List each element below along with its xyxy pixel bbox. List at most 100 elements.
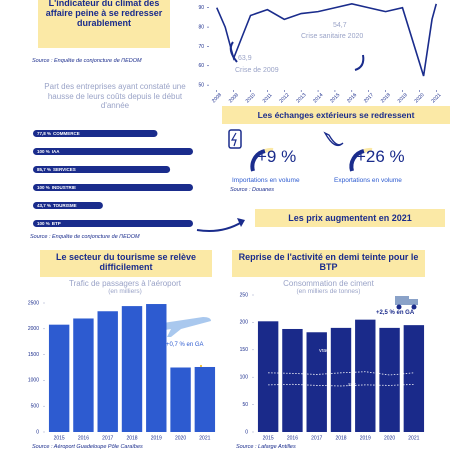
x-tick-label: 2011 bbox=[262, 92, 274, 104]
bar-label: 43,7 % TOURISME bbox=[37, 203, 77, 208]
arrow bbox=[354, 54, 365, 71]
chart-title: Part des entreprises ayant constaté une … bbox=[44, 82, 186, 110]
y-tick-label: 2000 bbox=[28, 326, 39, 332]
source: Source : Enquête de conjoncture de l'IED… bbox=[32, 58, 142, 64]
bar bbox=[379, 327, 400, 432]
y-tick-label: 200 bbox=[240, 320, 249, 326]
y-tick-label: 0 bbox=[245, 429, 248, 435]
x-tick-label: 2018 bbox=[335, 435, 346, 441]
bar bbox=[403, 325, 425, 432]
icons bbox=[228, 129, 373, 172]
label: Importations en volume bbox=[232, 177, 300, 184]
x-tick-label: 2021 bbox=[430, 92, 442, 104]
source: Source : Lafarge Antilles bbox=[236, 444, 296, 450]
x-tick-label: 2017 bbox=[311, 435, 322, 441]
value-label: 43,7 % bbox=[37, 203, 51, 208]
x-tick-label: 2016 bbox=[287, 435, 298, 441]
change-value: +9 % bbox=[257, 147, 297, 166]
bar-chart: 0 50 100 150 200 250 2015 2016 2017 2018 2019 2020 2… bbox=[240, 292, 425, 441]
x-tick-label: 2018 bbox=[126, 435, 137, 441]
x-tick-label: 2015 bbox=[54, 435, 65, 441]
value-label: 85,7 % bbox=[37, 167, 51, 172]
annotation: 54,7 bbox=[333, 22, 347, 29]
y-tick-label: 500 bbox=[31, 404, 40, 410]
y-tick-label: 1000 bbox=[28, 378, 39, 384]
bar bbox=[170, 367, 191, 432]
line bbox=[216, 3, 438, 77]
bar bbox=[121, 306, 143, 432]
x-tick-label: 2012 bbox=[278, 92, 290, 104]
y-tick-label: 150 bbox=[240, 347, 249, 353]
annotation: +0,7 % en GA bbox=[166, 342, 204, 348]
annotation: +2,5 % en GA bbox=[376, 310, 415, 316]
x-tick-label: 2015 bbox=[329, 92, 341, 104]
section-title: L'indicateur du climat des affaire peine… bbox=[38, 0, 170, 48]
y-tick-label: 60 bbox=[198, 63, 204, 69]
y-tick-label: 1500 bbox=[28, 352, 39, 358]
bar-label: 100 % IAA bbox=[37, 149, 60, 154]
x-tick-label: 2008 bbox=[211, 92, 223, 104]
chart-subtitle: Consommation de ciment bbox=[283, 279, 374, 288]
bar bbox=[48, 324, 70, 432]
x-tick-label: 2021 bbox=[199, 435, 210, 441]
bar bbox=[73, 318, 94, 432]
bar bbox=[33, 202, 103, 209]
bar bbox=[33, 220, 193, 227]
bar bbox=[282, 328, 303, 432]
annotation: 63,9 bbox=[238, 55, 252, 62]
annotation: Crise sanitaire 2020 bbox=[301, 33, 364, 40]
line bbox=[268, 383, 414, 387]
bar bbox=[257, 321, 279, 432]
x-tick-label: 2020 bbox=[384, 435, 395, 441]
y-tick-label: 70 bbox=[198, 44, 204, 50]
section-title: Reprise de l'activité en demi teinte pou… bbox=[232, 250, 425, 277]
y-tick-label: 2500 bbox=[28, 300, 39, 306]
bar bbox=[194, 366, 216, 432]
line-chart: 50 60 70 80 90 2008 2009 2010 2011 2012 2013 2014 20… bbox=[198, 3, 443, 104]
x-tick-label: 2019 bbox=[397, 92, 409, 104]
bar bbox=[355, 319, 376, 432]
bar-label: 85,7 % SERVICES bbox=[37, 167, 76, 172]
x-tick-label: 2017 bbox=[102, 435, 113, 441]
section-title: Les échanges extérieurs se redressent bbox=[222, 106, 450, 124]
x-tick-label: 2014 bbox=[312, 92, 324, 104]
bar bbox=[33, 130, 158, 137]
x-tick-label: 2020 bbox=[175, 435, 186, 441]
x-tick-label: 2010 bbox=[245, 92, 257, 104]
y-tick-label: 100 bbox=[240, 375, 249, 381]
section-title: Les prix augmentent en 2021 bbox=[255, 209, 445, 227]
source: Source : Enquête de conjoncture de l'IED… bbox=[30, 234, 140, 240]
change-value: +26 % bbox=[356, 147, 405, 166]
bar bbox=[33, 166, 171, 173]
bar bbox=[33, 148, 193, 155]
category-label: TOURISME bbox=[53, 203, 77, 208]
bar-chart: 0 500 1000 1500 2000 2500 2015 2016 2017 2018 2019… bbox=[28, 300, 216, 441]
section-title: Le secteur du tourisme se relève diffici… bbox=[40, 250, 212, 277]
line-label: sac bbox=[348, 382, 356, 388]
x-tick-label: 2009 bbox=[228, 92, 240, 104]
y-tick-label: 80 bbox=[198, 24, 204, 30]
x-tick-label: 2018 bbox=[380, 92, 392, 104]
source: Source : Douanes bbox=[230, 187, 275, 193]
y-tick-label: 50 bbox=[198, 82, 204, 88]
value-label: 77,8 % bbox=[37, 131, 51, 136]
x-tick-label: 2019 bbox=[360, 435, 371, 441]
category-label: SERVICES bbox=[53, 167, 76, 172]
bar bbox=[306, 332, 327, 432]
x-tick-label: 2016 bbox=[78, 435, 89, 441]
bar bbox=[330, 327, 352, 432]
y-tick-label: 90 bbox=[198, 5, 204, 11]
category-label: BTP bbox=[52, 221, 61, 226]
line bbox=[268, 371, 414, 376]
category-label: INDUSTRIE bbox=[52, 185, 76, 190]
y-tick-label: 0 bbox=[36, 429, 39, 435]
arrow bbox=[196, 218, 245, 232]
y-tick-label: 50 bbox=[242, 402, 248, 408]
category-label: COMMERCE bbox=[53, 131, 80, 136]
value-label: 100 % bbox=[37, 149, 50, 154]
value-label: 100 % bbox=[37, 221, 50, 226]
category-label: IAA bbox=[52, 149, 61, 154]
bar bbox=[97, 311, 118, 432]
